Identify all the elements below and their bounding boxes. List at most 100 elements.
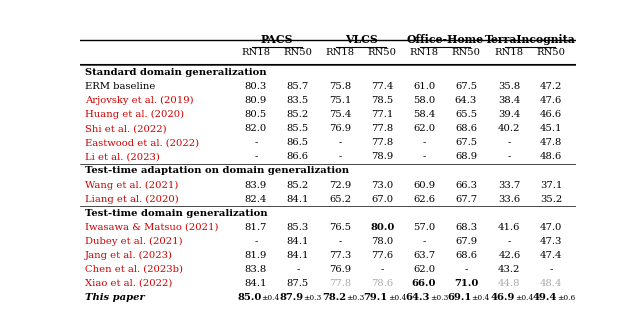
Text: Office-Home: Office-Home [406, 34, 484, 45]
Text: 38.4: 38.4 [498, 96, 520, 105]
Text: 80.9: 80.9 [244, 96, 267, 105]
Text: 76.9: 76.9 [330, 265, 351, 274]
Text: 46.9: 46.9 [491, 293, 515, 302]
Text: 66.0: 66.0 [412, 279, 436, 288]
Text: 76.5: 76.5 [330, 223, 351, 232]
Text: RN18: RN18 [326, 48, 355, 57]
Text: 33.7: 33.7 [498, 180, 520, 190]
Text: 47.3: 47.3 [540, 237, 563, 246]
Text: RN18: RN18 [495, 48, 524, 57]
Text: 83.9: 83.9 [244, 180, 267, 190]
Text: -: - [550, 265, 553, 274]
Text: 87.5: 87.5 [287, 279, 309, 288]
Text: 48.6: 48.6 [540, 152, 563, 161]
Text: 87.9: 87.9 [279, 293, 303, 302]
Text: 33.6: 33.6 [499, 195, 520, 203]
Text: 85.0: 85.0 [237, 293, 262, 302]
Text: -: - [422, 138, 426, 147]
Text: -: - [339, 138, 342, 147]
Text: 85.2: 85.2 [287, 180, 309, 190]
Text: 47.4: 47.4 [540, 251, 563, 260]
Text: -: - [464, 265, 468, 274]
Text: -: - [339, 237, 342, 246]
Text: 62.0: 62.0 [413, 265, 435, 274]
Text: 49.4: 49.4 [532, 293, 557, 302]
Text: 35.2: 35.2 [540, 195, 563, 203]
Text: 86.6: 86.6 [287, 152, 308, 161]
Text: 67.7: 67.7 [455, 195, 477, 203]
Text: ±0.3: ±0.3 [303, 294, 322, 301]
Text: RN50: RN50 [537, 48, 566, 57]
Text: 77.4: 77.4 [371, 82, 394, 91]
Text: Iwasawa & Matsuo (2021): Iwasawa & Matsuo (2021) [85, 223, 218, 232]
Text: 43.2: 43.2 [498, 265, 520, 274]
Text: 75.4: 75.4 [329, 110, 351, 119]
Text: 85.7: 85.7 [287, 82, 309, 91]
Text: This paper: This paper [85, 293, 145, 302]
Text: 76.9: 76.9 [330, 124, 351, 133]
Text: Jang et al. (2023): Jang et al. (2023) [85, 251, 173, 260]
Text: Liang et al. (2020): Liang et al. (2020) [85, 195, 179, 204]
Text: 40.2: 40.2 [498, 124, 520, 133]
Text: 77.8: 77.8 [371, 124, 394, 133]
Text: RN18: RN18 [410, 48, 438, 57]
Text: 80.3: 80.3 [244, 82, 267, 91]
Text: 39.4: 39.4 [498, 110, 520, 119]
Text: VLCS: VLCS [345, 34, 378, 45]
Text: RN18: RN18 [241, 48, 271, 57]
Text: 77.8: 77.8 [371, 138, 394, 147]
Text: 65.2: 65.2 [330, 195, 351, 203]
Text: 77.8: 77.8 [329, 279, 351, 288]
Text: RN50: RN50 [368, 48, 397, 57]
Text: 37.1: 37.1 [540, 180, 563, 190]
Text: 78.6: 78.6 [371, 279, 394, 288]
Text: 72.9: 72.9 [329, 180, 351, 190]
Text: ERM baseline: ERM baseline [85, 82, 156, 91]
Text: 58.0: 58.0 [413, 96, 435, 105]
Text: 44.8: 44.8 [498, 279, 520, 288]
Text: 67.5: 67.5 [455, 82, 477, 91]
Text: 75.8: 75.8 [329, 82, 351, 91]
Text: 66.3: 66.3 [455, 180, 477, 190]
Text: 71.0: 71.0 [454, 279, 478, 288]
Text: 77.6: 77.6 [371, 251, 394, 260]
Text: 82.0: 82.0 [244, 124, 267, 133]
Text: 80.0: 80.0 [370, 223, 394, 232]
Text: 78.5: 78.5 [371, 96, 394, 105]
Text: 85.5: 85.5 [287, 124, 309, 133]
Text: Arjovsky et al. (2019): Arjovsky et al. (2019) [85, 96, 193, 105]
Text: Eastwood et al. (2022): Eastwood et al. (2022) [85, 138, 199, 147]
Text: 83.5: 83.5 [287, 96, 309, 105]
Text: Li et al. (2023): Li et al. (2023) [85, 152, 160, 161]
Text: 62.6: 62.6 [413, 195, 435, 203]
Text: 78.2: 78.2 [322, 293, 346, 302]
Text: 81.9: 81.9 [244, 251, 267, 260]
Text: -: - [339, 152, 342, 161]
Text: ±0.3: ±0.3 [346, 294, 364, 301]
Text: 67.0: 67.0 [371, 195, 394, 203]
Text: Test-time adaptation on domain generalization: Test-time adaptation on domain generaliz… [85, 166, 349, 175]
Text: 57.0: 57.0 [413, 223, 435, 232]
Text: -: - [296, 265, 300, 274]
Text: ±0.4: ±0.4 [472, 294, 490, 301]
Text: 69.1: 69.1 [447, 293, 472, 302]
Text: 64.3: 64.3 [455, 96, 477, 105]
Text: 47.8: 47.8 [540, 138, 563, 147]
Text: RN50: RN50 [451, 48, 481, 57]
Text: 84.1: 84.1 [244, 279, 267, 288]
Text: RN50: RN50 [284, 48, 312, 57]
Text: -: - [508, 138, 511, 147]
Text: Standard domain generalization: Standard domain generalization [85, 68, 267, 77]
Text: 67.5: 67.5 [455, 138, 477, 147]
Text: PACS: PACS [260, 34, 293, 45]
Text: -: - [422, 237, 426, 246]
Text: 35.8: 35.8 [498, 82, 520, 91]
Text: 84.1: 84.1 [287, 237, 309, 246]
Text: 84.1: 84.1 [287, 195, 309, 203]
Text: -: - [254, 152, 258, 161]
Text: 85.2: 85.2 [287, 110, 309, 119]
Text: -: - [508, 237, 511, 246]
Text: Shi et al. (2022): Shi et al. (2022) [85, 124, 166, 133]
Text: 82.4: 82.4 [244, 195, 267, 203]
Text: ±0.3: ±0.3 [430, 294, 448, 301]
